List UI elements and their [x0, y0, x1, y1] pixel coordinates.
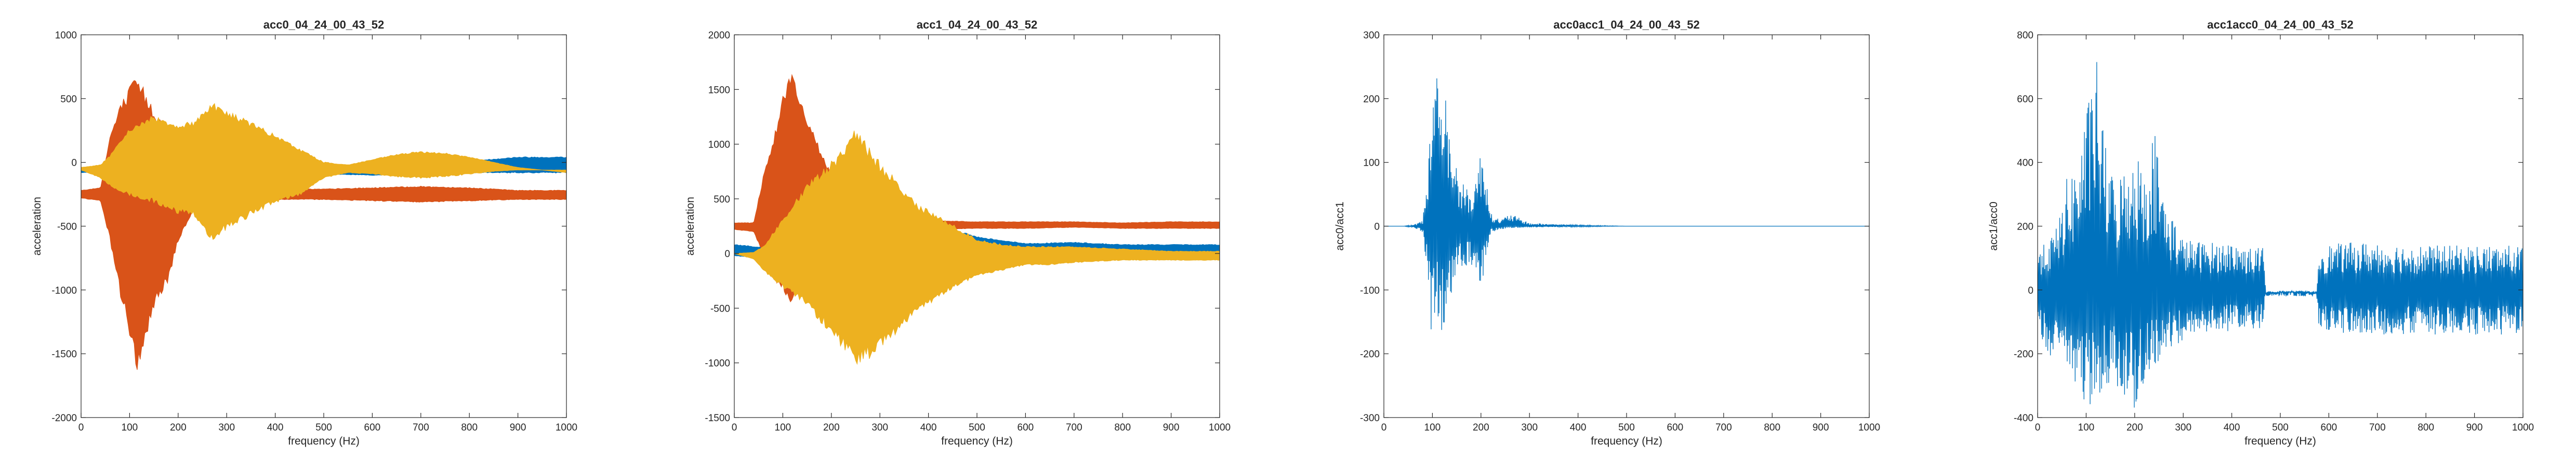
y-tick-label: -200	[2014, 349, 2033, 360]
plot-series-group	[2038, 62, 2523, 408]
x-tick-label: 0	[732, 422, 737, 433]
x-tick-label: 800	[1764, 422, 1780, 433]
x-tick-label: 700	[1715, 422, 1732, 433]
y-tick-label: 500	[60, 94, 77, 105]
y-tick-label: 1000	[708, 140, 730, 151]
chart-2: 0 100 200 300 400 500 600 700 800 900 1000 -1500 -10…	[684, 18, 1231, 447]
x-tick-label: 200	[170, 422, 187, 433]
y-tick-label: -200	[1360, 349, 1380, 360]
y-tick-label: 200	[2017, 222, 2033, 233]
y-axis-label: acc0/acc1	[1334, 202, 1346, 251]
y-tick-label: 0	[71, 158, 77, 169]
x-tick-label: 200	[2126, 422, 2143, 433]
x-axis-label: frequency (Hz)	[941, 435, 1013, 447]
y-tick-label: -500	[710, 303, 730, 314]
x-tick-label: 1000	[556, 422, 577, 433]
y-axis-label: acceleration	[31, 197, 43, 256]
x-tick-label: 200	[1473, 422, 1489, 433]
series-ratio	[1384, 78, 1869, 330]
y-tick-label: -1500	[705, 413, 730, 424]
x-tick-label: 100	[1424, 422, 1441, 433]
x-tick-label: 0	[1381, 422, 1387, 433]
y-tick-label: 0	[2028, 285, 2033, 296]
x-tick-label: 300	[871, 422, 888, 433]
x-tick-label: 900	[1813, 422, 1829, 433]
x-tick-label: 600	[2321, 422, 2337, 433]
y-tick-label: -500	[57, 222, 77, 233]
x-tick-label: 0	[2035, 422, 2041, 433]
plot-series-group	[81, 80, 566, 370]
x-tick-label: 800	[1114, 422, 1131, 433]
y-tick-label: 100	[1363, 158, 1380, 169]
x-tick-label: 400	[2224, 422, 2240, 433]
x-tick-label: 1000	[1209, 422, 1231, 433]
y-tick-label: -1000	[51, 285, 77, 296]
x-tick-label: 500	[315, 422, 332, 433]
x-tick-label: 900	[2466, 422, 2483, 433]
x-tick-label: 300	[1521, 422, 1538, 433]
series-ratio	[2038, 62, 2523, 408]
y-axis-label: acc1/acc0	[1988, 202, 2000, 251]
y-tick-label: 0	[1374, 222, 1380, 233]
y-tick-label: 300	[1363, 30, 1380, 41]
x-tick-label: 500	[2272, 422, 2289, 433]
x-tick-label: 1000	[2512, 422, 2534, 433]
y-tick-label: -300	[1360, 413, 1380, 424]
x-tick-label: 500	[969, 422, 985, 433]
x-tick-label: 400	[267, 422, 284, 433]
chart-1: 0 100 200 300 400 500 600 700 800 900 1000 -2000 -15…	[31, 18, 577, 447]
chart-title: acc0acc1_04_24_00_43_52	[1553, 18, 1699, 31]
x-tick-label: 700	[413, 422, 429, 433]
y-tick-label: -2000	[51, 413, 77, 424]
x-tick-label: 200	[823, 422, 840, 433]
y-tick-label: 200	[1363, 94, 1380, 105]
x-tick-label: 600	[1018, 422, 1034, 433]
x-tick-label: 400	[920, 422, 937, 433]
x-tick-label: 1000	[1858, 422, 1880, 433]
y-tick-label: -1000	[705, 358, 730, 369]
chart-title: acc1_04_24_00_43_52	[917, 18, 1037, 31]
y-tick-label: 400	[2017, 158, 2033, 169]
x-tick-label: 500	[1618, 422, 1635, 433]
x-tick-label: 900	[510, 422, 526, 433]
y-axis-label: acceleration	[684, 197, 696, 256]
y-tick-label: -100	[1360, 285, 1380, 296]
x-tick-label: 100	[2078, 422, 2095, 433]
x-tick-label: 600	[364, 422, 381, 433]
x-tick-label: 700	[1066, 422, 1082, 433]
x-tick-label: 800	[461, 422, 478, 433]
y-tick-label: 1500	[708, 85, 730, 96]
chart-4: 0 100 200 300 400 500 600 700 800 900 1000 -400 -200…	[1988, 18, 2534, 447]
series-axis-3	[81, 103, 566, 240]
plot-series-group	[1384, 78, 1869, 330]
y-tick-label: 600	[2017, 94, 2033, 105]
x-tick-label: 600	[1667, 422, 1684, 433]
x-tick-label: 0	[78, 422, 84, 433]
x-tick-label: 300	[218, 422, 235, 433]
x-tick-label: 100	[775, 422, 791, 433]
x-tick-label: 900	[1163, 422, 1180, 433]
chart-title: acc1acc0_04_24_00_43_52	[2207, 18, 2353, 31]
chart-3: 0 100 200 300 400 500 600 700 800 900 1000-300-200…	[1334, 18, 1880, 447]
x-tick-label: 400	[1570, 422, 1587, 433]
plot-series-group	[734, 74, 1220, 365]
y-tick-label: 800	[2017, 30, 2033, 41]
x-tick-label: 700	[2369, 422, 2386, 433]
y-tick-label: 2000	[708, 30, 730, 41]
y-tick-label: 1000	[55, 30, 77, 41]
chart-title: acc0_04_24_00_43_52	[263, 18, 384, 31]
x-axis-label: frequency (Hz)	[1591, 435, 1662, 447]
y-tick-label: -1500	[51, 349, 77, 360]
x-tick-label: 800	[2418, 422, 2434, 433]
x-tick-label: 100	[122, 422, 138, 433]
x-axis-label: frequency (Hz)	[288, 435, 360, 447]
y-tick-label: 0	[724, 249, 730, 260]
y-tick-label: 500	[714, 194, 730, 205]
x-axis-label: frequency (Hz)	[2244, 435, 2316, 447]
y-tick-label: -400	[2014, 413, 2033, 424]
series-axis-3	[734, 130, 1220, 365]
x-tick-label: 300	[2175, 422, 2191, 433]
